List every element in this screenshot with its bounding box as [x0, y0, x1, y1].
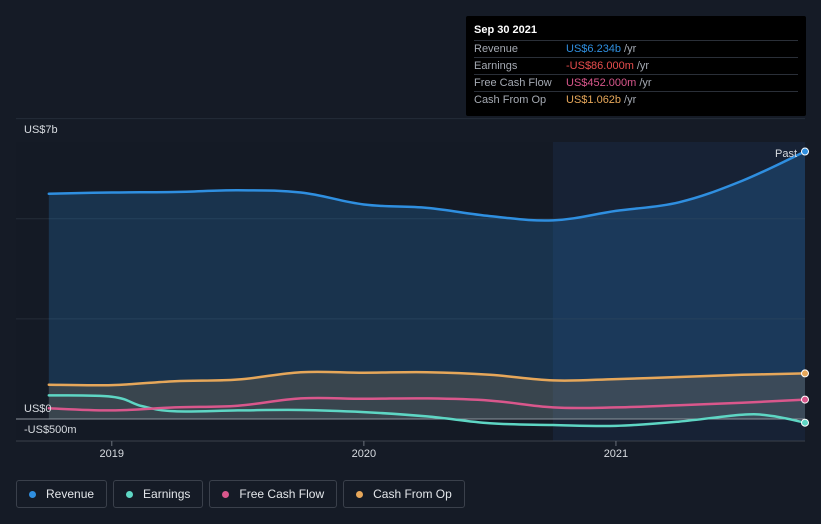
- tooltip-label: Cash From Op: [474, 94, 547, 106]
- legend: Revenue Earnings Free Cash Flow Cash Fro…: [16, 480, 465, 508]
- series-end-dot-free-cash-flow: [801, 395, 809, 404]
- legend-item-earnings[interactable]: Earnings: [113, 480, 204, 508]
- series-line-cash-from-op: [47, 370, 807, 387]
- legend-dot-icon: [356, 490, 364, 498]
- x-tick-label: 2021: [604, 448, 628, 460]
- legend-item-cash-from-op[interactable]: Cash From Op: [343, 480, 465, 508]
- tooltip-label: Revenue: [474, 43, 519, 55]
- tooltip-row-earnings: Earnings -US$86.000m /yr: [474, 58, 798, 75]
- tooltip-unit: /yr: [624, 43, 637, 55]
- x-tick-label: 2019: [100, 448, 124, 460]
- legend-label: Earnings: [143, 487, 191, 501]
- series-end-dot-cash-from-op: [801, 369, 809, 378]
- tooltip-row-free-cash-flow: Free Cash Flow US$452.000m /yr: [474, 75, 798, 92]
- legend-item-free-cash-flow[interactable]: Free Cash Flow: [209, 480, 338, 508]
- series-end-dot-earnings: [801, 418, 809, 427]
- tooltip-unit: /yr: [639, 77, 652, 89]
- y-axis-bottom-label: -US$500m: [24, 424, 77, 436]
- tooltip-label: Earnings: [474, 60, 518, 72]
- tooltip-unit: /yr: [636, 60, 650, 72]
- tooltip-value: US$6.234b: [566, 43, 622, 55]
- tooltip-panel: Sep 30 2021 Revenue US$6.234b /yr Earnin…: [466, 16, 806, 116]
- legend-dot-icon: [222, 490, 230, 498]
- tooltip-value: US$1.062b: [566, 94, 622, 106]
- legend-dot-icon: [126, 490, 134, 498]
- tooltip-date: Sep 30 2021: [474, 24, 798, 41]
- x-tick-label: 2020: [352, 448, 376, 460]
- legend-dot-icon: [29, 490, 36, 498]
- tooltip-label: Free Cash Flow: [474, 77, 552, 89]
- legend-item-revenue[interactable]: Revenue: [16, 480, 108, 508]
- y-axis-zero-label: US$0: [24, 403, 52, 415]
- legend-label: Cash From Op: [373, 487, 452, 501]
- legend-label: Revenue: [46, 487, 95, 501]
- recent-period-highlight: [552, 142, 805, 441]
- tooltip-value: US$452.000m: [566, 77, 637, 89]
- tooltip-row-revenue: Revenue US$6.234b /yr: [474, 41, 798, 58]
- tooltip-value: -US$86.000m: [566, 60, 634, 72]
- legend-label: Free Cash Flow: [239, 487, 325, 501]
- series-line-free-cash-flow: [47, 396, 807, 412]
- series-line-revenue: [47, 150, 807, 222]
- series-end-dot-revenue: [801, 147, 809, 156]
- tooltip-row-cash-from-op: Cash From Op US$1.062b /yr: [474, 92, 798, 108]
- past-label: Past: [775, 148, 797, 160]
- y-axis-top-label: US$7b: [24, 124, 58, 136]
- tooltip-unit: /yr: [624, 94, 637, 106]
- series-area-revenue: [48, 151, 806, 419]
